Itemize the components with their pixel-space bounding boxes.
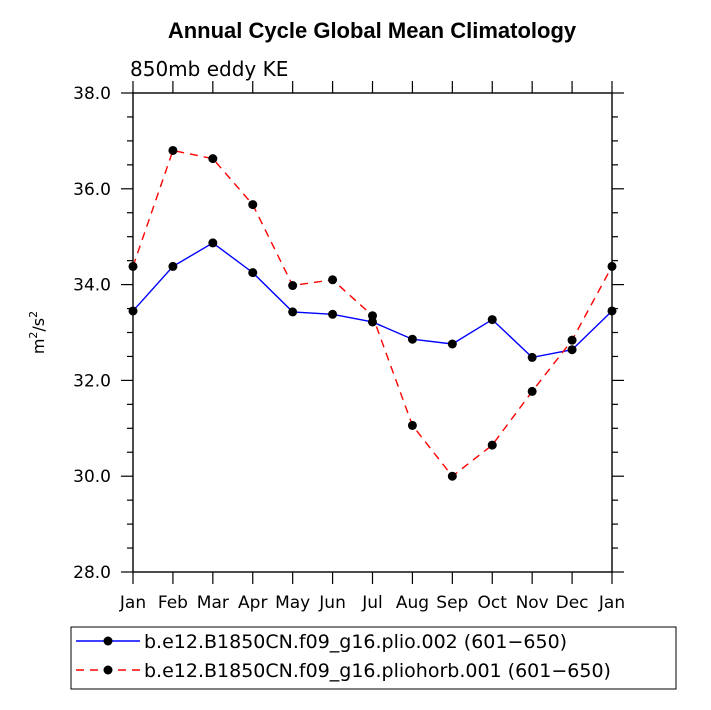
series-2-point: [487, 440, 497, 450]
series-line-1: [132, 242, 613, 359]
x-tick-label: Nov: [516, 593, 549, 613]
series-1-point: [128, 306, 138, 316]
y-tick-label: 28.0: [73, 563, 111, 583]
series-1-point: [407, 334, 417, 344]
plot-area: 28.0 30.0 32.0 34.0 36.0 38.0 Jan Feb Mar Apr May J…: [73, 81, 625, 613]
series-1-point: [288, 307, 298, 317]
series-1-point: [607, 306, 617, 316]
y-label-exp-2: 2: [27, 311, 40, 318]
legend-marker-1: [103, 636, 113, 646]
legend: b.e12.B1850CN.f09_g16.plio.002 (601−650)…: [70, 626, 677, 690]
legend-label-1: b.e12.B1850CN.f09_g16.plio.002 (601−650): [144, 631, 567, 653]
series-1-point: [328, 309, 338, 319]
x-tick-label: Jan: [119, 593, 146, 613]
y-axis-label-text: m2/s2: [27, 311, 48, 354]
y-tick-label: 32.0: [73, 371, 111, 391]
series-1-point: [208, 238, 218, 248]
legend-marker-2: [103, 665, 113, 675]
series-2-point: [407, 420, 417, 430]
series-2-point: [208, 154, 218, 164]
series-1-point: [487, 315, 497, 325]
series-2-point: [128, 261, 138, 271]
x-tick-label: Apr: [238, 593, 267, 613]
x-tick-label: Feb: [158, 593, 188, 613]
y-label-unit-m: m: [29, 339, 48, 355]
series-2-point: [168, 145, 178, 155]
x-tick-label: Dec: [556, 593, 589, 613]
series-1-point: [567, 345, 577, 355]
legend-label-2: b.e12.B1850CN.f09_g16.pliohorb.001 (601−…: [144, 660, 611, 682]
x-tick-label: Jul: [361, 593, 383, 613]
y-axis-label: m2/s2: [27, 311, 48, 354]
x-tick-label: May: [275, 593, 310, 613]
plot-frame: [132, 92, 613, 573]
series-1-point: [368, 317, 377, 327]
y-label-unit-s: /s: [29, 318, 48, 332]
legend-box: [70, 626, 677, 690]
x-tick-label: Aug: [396, 593, 429, 613]
y-tick-label: 38.0: [73, 84, 111, 104]
series-2-point: [527, 386, 537, 396]
y-tick-label: 36.0: [73, 180, 111, 200]
series-1-point: [248, 268, 258, 278]
x-tick-label: Jun: [318, 593, 346, 613]
chart-subtitle: 850mb eddy KE: [130, 57, 288, 81]
series-2-point: [447, 471, 457, 481]
y-tick-label: 34.0: [73, 276, 111, 296]
x-tick-label: Sep: [436, 593, 468, 613]
series-2-point: [567, 335, 577, 345]
series-2-point: [368, 311, 377, 321]
series-1-point: [447, 339, 457, 349]
x-tick-label: Mar: [197, 593, 229, 613]
y-label-exp-1: 2: [27, 332, 40, 339]
chart-title: Annual Cycle Global Mean Climatology: [168, 18, 577, 43]
series-2-point: [248, 200, 258, 210]
x-tick-label: Oct: [478, 593, 508, 613]
series-1-point: [168, 261, 178, 271]
series-2-point: [607, 261, 617, 271]
y-tick-label: 30.0: [73, 467, 111, 487]
x-tick-label: Jan: [598, 593, 625, 613]
series-2-point: [288, 281, 298, 291]
series-2-point: [328, 275, 338, 285]
series-1-point: [527, 352, 537, 362]
